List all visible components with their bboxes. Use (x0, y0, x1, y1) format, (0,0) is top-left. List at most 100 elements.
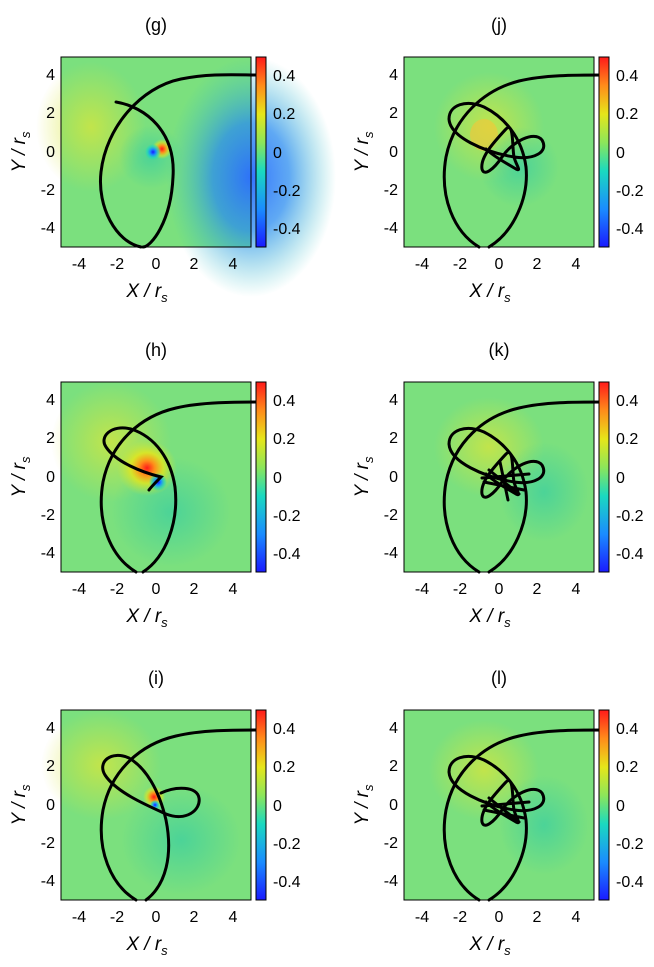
plot-frame (60, 381, 252, 573)
x-tick-label: -4 (72, 256, 86, 273)
panel-title: (k) (489, 340, 510, 360)
x-tick-label: 2 (533, 909, 542, 926)
y-tick-label: -4 (384, 545, 398, 562)
colorbar-tick-label: 0.2 (273, 106, 295, 123)
colorbar-tick-label: -0.4 (616, 221, 644, 238)
y-tick-label: -2 (41, 182, 55, 199)
y-tick-label: 4 (389, 67, 398, 84)
x-tick-label: -2 (110, 256, 124, 273)
x-tick-label: 4 (572, 581, 581, 598)
x-axis-label: X / rs (468, 934, 511, 958)
y-axis-label: Y / rs (352, 456, 376, 498)
y-tick-label: 0 (46, 144, 55, 161)
colorbar-tick-label: 0.2 (616, 431, 638, 448)
x-tick-label: 2 (190, 909, 199, 926)
y-tick-label: -2 (41, 835, 55, 852)
x-tick-labels: -4 -2 0 2 4 (72, 909, 238, 926)
x-tick-label: -4 (415, 256, 429, 273)
y-tick-label: -4 (41, 220, 55, 237)
x-tick-label: -4 (72, 581, 86, 598)
x-tick-label: 2 (533, 256, 542, 273)
colorbar-tick-label: 0.2 (273, 431, 295, 448)
colorbar-tick-label: 0 (273, 470, 282, 487)
colorbar (255, 56, 267, 248)
colorbar-tick-label: 0.4 (273, 68, 295, 85)
plot-frame (403, 56, 595, 248)
heatmap-area (51, 382, 251, 572)
colorbar (255, 709, 267, 901)
x-tick-label: 0 (495, 581, 504, 598)
colorbar-tick-label: 0.4 (616, 393, 638, 410)
colorbar (255, 381, 267, 573)
y-tick-label: 2 (46, 430, 55, 447)
y-tick-labels: 4 2 0 -2 -4 (384, 67, 398, 237)
y-tick-label: -4 (384, 873, 398, 890)
x-tick-labels: -4 -2 0 2 4 (415, 581, 581, 598)
y-tick-label: 2 (389, 758, 398, 775)
colorbar-ticks: 0.4 0.2 0 -0.2 -0.4 (616, 721, 644, 891)
x-tick-label: 0 (152, 581, 161, 598)
x-tick-label: 4 (572, 909, 581, 926)
colorbar-tick-label: -0.4 (616, 874, 644, 891)
colorbar-tick-label: 0.4 (273, 721, 295, 738)
y-axis-label: Y / rs (9, 784, 33, 826)
y-tick-label: -2 (41, 507, 55, 524)
heatmap-region-lower-teal (121, 785, 241, 895)
x-axis-label: X / rs (468, 606, 511, 630)
y-tick-labels: 4 2 0 -2 -4 (384, 720, 398, 890)
orbit-trajectory (442, 400, 606, 574)
heatmap-region-right-teal (499, 442, 589, 542)
colorbar-tick-label: -0.2 (273, 836, 301, 853)
y-tick-label: 4 (389, 720, 398, 737)
y-tick-label: 0 (389, 469, 398, 486)
y-axis-label: Y / rs (352, 131, 376, 173)
y-tick-label: 2 (46, 105, 55, 122)
colorbar-tick-label: 0.2 (616, 106, 638, 123)
x-tick-label: -4 (415, 909, 429, 926)
y-tick-label: -4 (41, 545, 55, 562)
y-tick-label: -2 (384, 835, 398, 852)
y-tick-label: 4 (46, 67, 55, 84)
panel-i: (i) 0.4 0.2 0 -0.2 -0.4 4 2 0 -2 -4 -4 -… (9, 668, 301, 958)
panel-title: (h) (145, 340, 167, 360)
colorbar (598, 56, 610, 248)
y-tick-labels: 4 2 0 -2 -4 (41, 67, 55, 237)
colorbar-tick-label: 0.4 (616, 721, 638, 738)
x-tick-label: 4 (229, 256, 238, 273)
panel-l: (l) 0.4 0.2 0 -0.2 -0.4 4 2 0 -2 -4 -4 -… (352, 668, 644, 958)
x-tick-label: -2 (453, 909, 467, 926)
y-tick-label: 0 (389, 144, 398, 161)
x-tick-label: -2 (453, 581, 467, 598)
x-tick-labels: -4 -2 0 2 4 (415, 256, 581, 273)
colorbar-tick-label: -0.4 (616, 546, 644, 563)
y-tick-label: 4 (46, 392, 55, 409)
y-axis-label: Y / rs (9, 131, 33, 173)
orbit-trajectory (442, 73, 606, 249)
heatmap-area (404, 57, 594, 247)
x-tick-label: 0 (152, 909, 161, 926)
colorbar (598, 381, 610, 573)
x-tick-label: -2 (453, 256, 467, 273)
x-tick-label: 4 (229, 909, 238, 926)
colorbar-ticks: 0.4 0.2 0 -0.2 -0.4 (273, 393, 301, 563)
x-tick-label: 2 (190, 581, 199, 598)
y-tick-labels: 4 2 0 -2 -4 (41, 392, 55, 562)
y-tick-label: -2 (384, 182, 398, 199)
y-tick-label: 0 (46, 469, 55, 486)
x-axis-label: X / rs (125, 281, 168, 305)
y-tick-label: -2 (384, 507, 398, 524)
y-tick-label: 2 (389, 105, 398, 122)
y-tick-labels: 4 2 0 -2 -4 (384, 392, 398, 562)
heatmap-region-left-yellow (36, 62, 146, 192)
colorbar-tick-label: -0.2 (616, 836, 644, 853)
colorbar-tick-label: 0 (273, 145, 282, 162)
x-tick-label: 4 (229, 581, 238, 598)
x-tick-labels: -4 -2 0 2 4 (415, 909, 581, 926)
colorbar-ticks: 0.4 0.2 0 -0.2 -0.4 (616, 68, 644, 238)
y-tick-labels: 4 2 0 -2 -4 (41, 720, 55, 890)
colorbar-ticks: 0.4 0.2 0 -0.2 -0.4 (616, 393, 644, 563)
y-axis-label: Y / rs (352, 784, 376, 826)
x-tick-labels: -4 -2 0 2 4 (72, 581, 238, 598)
x-axis-label: X / rs (468, 281, 511, 305)
colorbar-tick-label: 0.2 (273, 759, 295, 776)
